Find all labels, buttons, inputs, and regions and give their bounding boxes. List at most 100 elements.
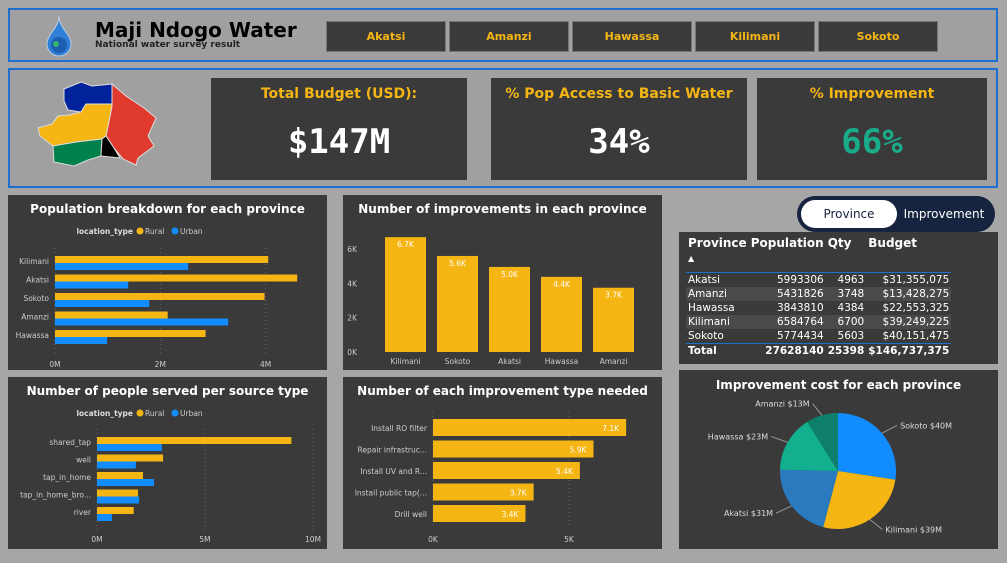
population-chart: Population breakdown for each province lo… [16, 202, 305, 369]
x-tick-label: 0M [49, 360, 60, 369]
bar-urban [97, 496, 140, 504]
legend-marker [171, 227, 179, 235]
toggle-improvement[interactable]: Improvement [903, 207, 985, 221]
bar-urban [97, 444, 162, 451]
province-table: Province ▲ Population Qty Budget Akatsi 59… [686, 236, 952, 358]
population-chart-panel: Population breakdown for each province lo… [8, 195, 327, 370]
data-label: 6.7K [397, 240, 415, 249]
table-row: Hawassa 3843810 4384 $22,553,325 [686, 301, 951, 315]
table-cell: $31,355,075 [882, 274, 950, 286]
data-label: 5.9K [570, 446, 588, 455]
leader-line [881, 424, 898, 434]
x-tick-label: 5K [564, 535, 575, 544]
bar-urban [55, 318, 229, 326]
table-cell: 5993306 [776, 274, 824, 286]
bar [489, 266, 530, 352]
province-button-hawassa[interactable]: Hawassa [572, 21, 692, 52]
col-budget[interactable]: Budget [866, 236, 952, 273]
total-cell: $146,737,375 [866, 343, 952, 358]
y-category-label: Install UV and R... [360, 467, 427, 476]
source-type-chart-panel: Number of people served per source type l… [8, 377, 327, 549]
data-label: 3.4K [502, 510, 520, 519]
legend-title: location_type [76, 227, 133, 236]
chart-title: Improvement cost for each province [716, 378, 961, 392]
table-row: Akatsi 5993306 4963 $31,355,075 [686, 273, 951, 288]
pie-chart-panel: Improvement cost for each province Sokoto… [679, 370, 998, 549]
kpi-pop-access: % Pop Access to Basic Water 34% [491, 78, 747, 180]
y-category-label: well [76, 456, 91, 465]
leader-line [770, 435, 788, 443]
legend-label: Urban [180, 409, 203, 418]
bar-rural [55, 274, 298, 282]
province-map [37, 81, 157, 167]
y-category-label: Sokoto [23, 294, 49, 303]
bar-rural [97, 454, 164, 462]
kpi-total-budget: Total Budget (USD): $147M [211, 78, 467, 180]
bar-urban [55, 263, 189, 270]
table-cell: Amanzi [686, 287, 749, 301]
col-qty[interactable]: Qty [825, 236, 867, 273]
table-cell: 4963 [837, 274, 865, 286]
legend-label: Rural [145, 409, 164, 418]
bar-urban [55, 337, 108, 344]
bar-rural [97, 489, 139, 497]
data-label: 4.4K [553, 280, 571, 289]
table-cell: Kilimani [686, 315, 749, 329]
x-category-label: Sokoto [445, 357, 471, 366]
pie-slice [823, 471, 896, 529]
province-button-sokoto[interactable]: Sokoto [818, 21, 938, 52]
bar [433, 440, 594, 458]
y-tick-label: 6K [347, 245, 358, 254]
y-category-label: tap_in_home_bro... [20, 491, 91, 500]
bar [541, 276, 582, 352]
legend-marker [136, 227, 144, 235]
bar [433, 419, 627, 436]
improvement-type-panel: Number of each improvement type needed 0K… [343, 377, 662, 549]
water-drop-logo [46, 15, 72, 57]
province-button-akatsi[interactable]: Akatsi [326, 21, 446, 52]
pie-label: Amanzi $13M [755, 400, 809, 409]
toggle-province[interactable]: Province [801, 200, 897, 228]
x-tick-label: 10M [305, 535, 321, 544]
x-tick-label: 0K [428, 535, 439, 544]
bar [385, 237, 426, 352]
improvements-province-chart: Number of improvements in each province 0… [347, 202, 647, 366]
legend-title: location_type [76, 409, 133, 418]
bar-rural [55, 256, 269, 263]
y-category-label: Install RO filter [371, 424, 428, 433]
x-category-label: Hawassa [545, 357, 578, 366]
table-row: Kilimani 6584764 6700 $39,249,225 [686, 315, 952, 329]
province-button-amanzi[interactable]: Amanzi [449, 21, 569, 52]
legend-marker [136, 409, 144, 417]
table-cell: 6700 [825, 315, 867, 329]
pie-slice [838, 413, 896, 480]
kpi-value: 66% [841, 122, 903, 162]
y-category-label: Kilimani [19, 257, 49, 266]
view-toggle: Province Improvement [797, 196, 995, 232]
bar-urban [97, 461, 136, 469]
data-label: 3.7K [510, 489, 528, 498]
bar-urban [55, 281, 129, 289]
bar-rural [97, 437, 292, 444]
col-population[interactable]: Population [748, 236, 826, 273]
bar-rural [97, 507, 134, 514]
data-label: 7.1K [602, 424, 620, 433]
leader-line [812, 403, 823, 416]
y-category-label: Akatsi [26, 276, 49, 285]
bar-rural [55, 293, 265, 300]
y-category-label: Install public tap(... [355, 489, 427, 498]
col-province[interactable]: Province ▲ [686, 236, 749, 273]
data-label: 3.7K [605, 291, 623, 300]
improvement-cost-pie: Improvement cost for each province Sokoto… [708, 378, 961, 535]
data-label: 5.0K [501, 270, 519, 279]
bar [437, 255, 478, 352]
table-cell: Sokoto [688, 330, 724, 342]
leader-line [775, 505, 792, 514]
chart-title: Number of improvements in each province [358, 202, 647, 216]
y-tick-label: 4K [347, 279, 358, 288]
table-cell: $40,151,475 [882, 330, 950, 342]
y-category-label: shared_tap [49, 438, 91, 447]
pie-label: Sokoto $40M [900, 421, 952, 430]
province-button-kilimani[interactable]: Kilimani [695, 21, 815, 52]
table-cell: 4384 [837, 302, 865, 314]
